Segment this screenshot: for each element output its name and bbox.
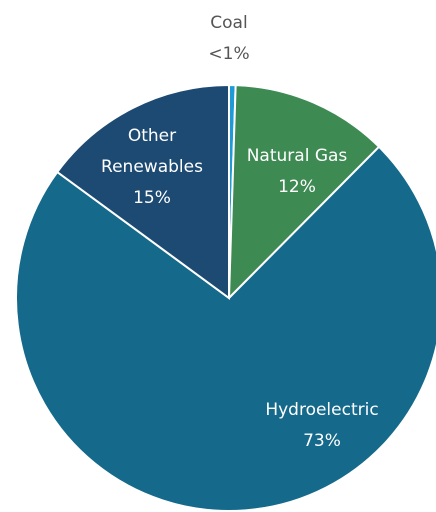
pie-slice — [15, 145, 436, 512]
pie-slice — [55, 83, 230, 300]
category-name: Natural Gas — [246, 146, 348, 166]
category-name: Other Renewables — [101, 126, 203, 177]
value-label: 12% — [278, 177, 316, 197]
slice-label: Natural Gas 12% — [232, 141, 362, 203]
category-name: Hydroelectric — [265, 400, 379, 420]
value-label: <1% — [208, 44, 250, 64]
value-label: 73% — [303, 431, 341, 451]
pie-slice — [227, 84, 381, 301]
category-name: Coal — [210, 13, 248, 33]
slice-label: Hydroelectric 73% — [242, 395, 402, 457]
slice-label: Other Renewables 15% — [87, 121, 217, 214]
value-label: 15% — [133, 188, 171, 208]
slice-label: Coal <1% — [194, 8, 264, 70]
